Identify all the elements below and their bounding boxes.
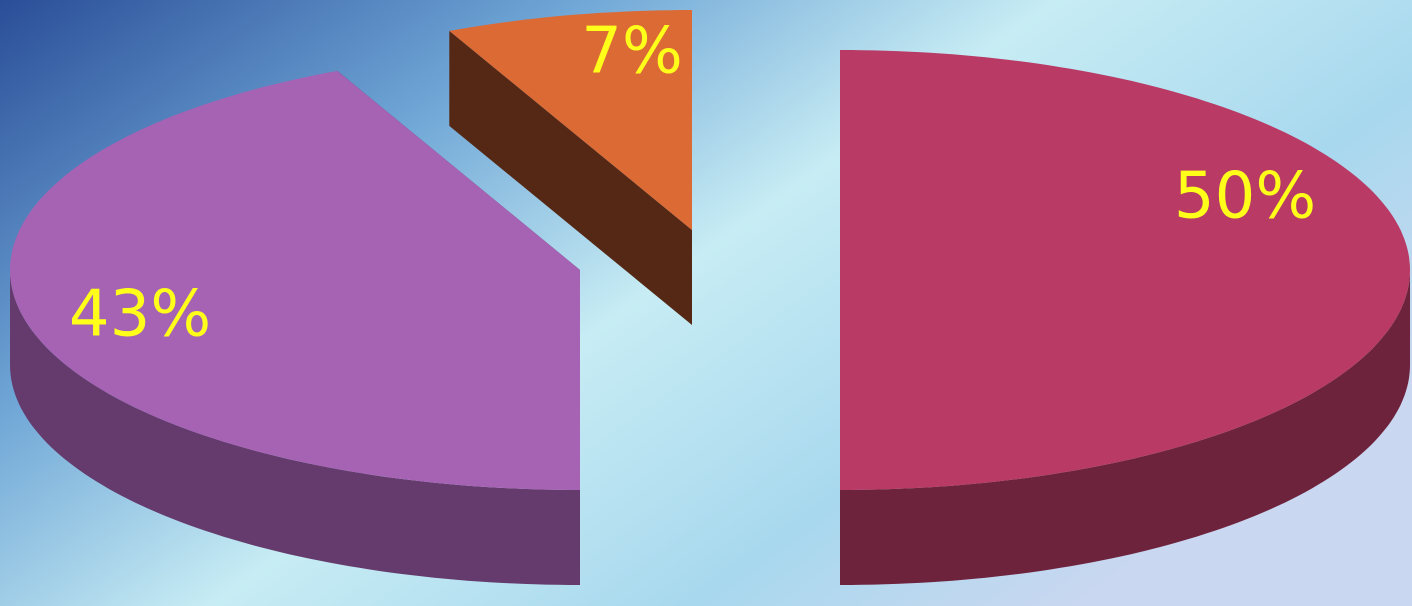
slice-top [840, 50, 1410, 490]
pie-slice [10, 70, 580, 585]
slice-cut-face [449, 30, 692, 326]
slice-side [840, 270, 1410, 585]
pie-slice [840, 50, 1410, 585]
data-label: 50% [1174, 160, 1316, 234]
pie: 50% 43% 7% [10, 10, 1410, 585]
pie-slice [449, 10, 692, 326]
slice-side [10, 270, 580, 585]
data-label: 43% [69, 278, 211, 352]
data-label: 7% [581, 15, 683, 89]
slice-top [10, 70, 580, 491]
slice-top [449, 10, 692, 230]
